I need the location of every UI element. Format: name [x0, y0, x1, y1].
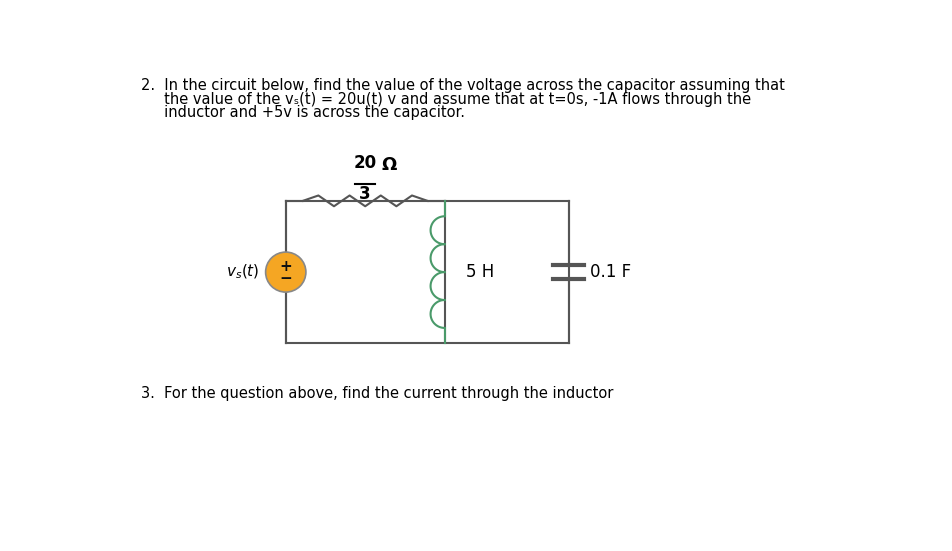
Text: 3.  For the question above, find the current through the inductor: 3. For the question above, find the curr… — [141, 386, 612, 401]
Text: 0.1 F: 0.1 F — [589, 263, 631, 281]
Text: −: − — [279, 271, 292, 285]
Text: Ω: Ω — [382, 156, 397, 174]
Text: +: + — [279, 258, 292, 274]
Text: $v_s(t)$: $v_s(t)$ — [226, 263, 259, 282]
Text: the value of the vₛ(t) = 20u(t) v and assume that at t=0s, -1A flows through the: the value of the vₛ(t) = 20u(t) v and as… — [141, 91, 750, 106]
Text: 5 H: 5 H — [466, 263, 494, 281]
Circle shape — [266, 252, 306, 292]
Text: 20: 20 — [353, 154, 376, 172]
Text: inductor and +5v is across the capacitor.: inductor and +5v is across the capacitor… — [141, 105, 465, 120]
Text: 3: 3 — [359, 185, 370, 203]
Text: 2.  In the circuit below, find the value of the voltage across the capacitor ass: 2. In the circuit below, find the value … — [141, 78, 783, 93]
